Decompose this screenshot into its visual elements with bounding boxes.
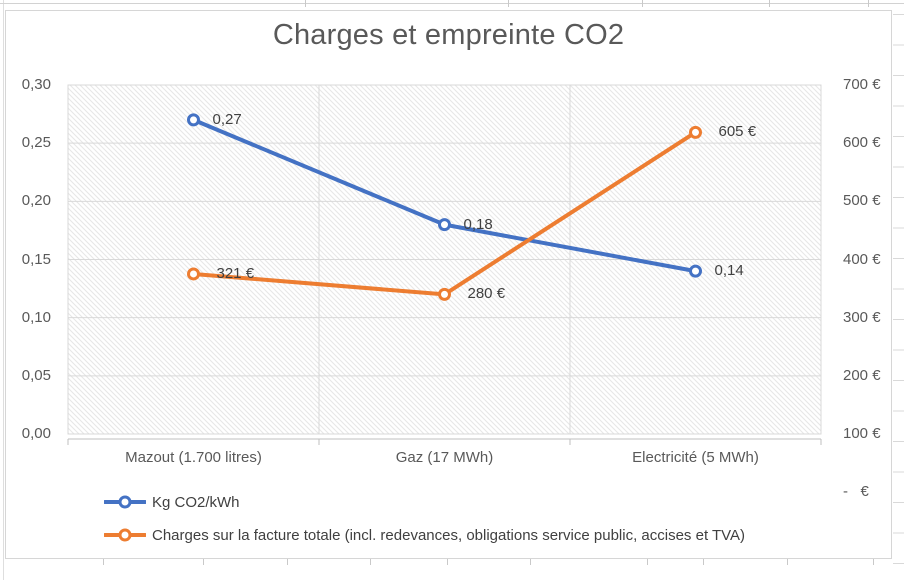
spreadsheet-cell-border	[647, 559, 648, 565]
right-axis-tick-label: 500 €	[843, 192, 881, 210]
legend-marker-icon	[104, 528, 146, 542]
data-label: 280 €	[467, 285, 506, 303]
chart-object[interactable]: Charges et empreinte CO2 0,30 0,25 0,20 0,1…	[5, 10, 892, 559]
spreadsheet-column-border	[3, 0, 4, 580]
right-axis-tick-label: 600 €	[843, 134, 881, 152]
data-label: 605 €	[718, 123, 757, 141]
spreadsheet-row-border	[0, 3, 904, 4]
data-point-marker	[689, 264, 702, 278]
left-axis-tick-label: 0,30	[21, 76, 51, 93]
data-point-marker	[187, 113, 200, 127]
legend-label: Charges sur la facture totale (incl. red…	[152, 526, 746, 544]
spreadsheet-cell-border	[370, 559, 371, 565]
data-label: 321 €	[216, 264, 255, 282]
left-axis-tick-label: 0,15	[21, 250, 51, 268]
spreadsheet-cell-border	[203, 559, 204, 565]
spreadsheet-cell-border	[769, 0, 770, 7]
spreadsheet-cell-border	[868, 0, 869, 7]
spreadsheet-cell-border	[787, 559, 788, 565]
data-point-marker	[187, 267, 200, 281]
legend-item-0[interactable]: Kg CO2/kWh	[104, 493, 240, 511]
spreadsheet-row-gridlines	[893, 0, 904, 580]
category-label: Gaz (17 MWh)	[395, 449, 494, 466]
left-axis-tick-label: 0,25	[21, 134, 51, 152]
category-label: Electricité (5 MWh)	[632, 449, 759, 466]
left-axis-tick-label: 0,10	[21, 308, 51, 326]
right-axis-tick-label: - €	[843, 483, 869, 501]
data-label: 0,27	[212, 110, 242, 128]
right-axis-tick-label: 200 €	[843, 366, 881, 384]
spreadsheet-cell-border	[508, 0, 509, 7]
legend-item-1[interactable]: Charges sur la facture totale (incl. red…	[104, 526, 746, 544]
spreadsheet-cell-border	[103, 559, 104, 565]
data-label: 0,18	[463, 215, 493, 233]
plot-area[interactable]	[6, 11, 893, 560]
spreadsheet-cell-border	[873, 559, 874, 565]
legend-label: Kg CO2/kWh	[152, 493, 240, 511]
data-point-marker	[689, 125, 702, 139]
spreadsheet-cell-border	[447, 559, 448, 565]
right-axis-tick-label: 100 €	[843, 425, 881, 442]
category-label: Mazout (1.700 litres)	[125, 449, 262, 466]
spreadsheet-cell-border	[305, 0, 306, 7]
right-axis-tick-label: 300 €	[843, 308, 881, 326]
left-axis-tick-label: 0,20	[21, 192, 51, 210]
data-point-marker	[438, 287, 451, 301]
data-label: 0,14	[714, 262, 744, 280]
left-axis-tick-label: 0,00	[21, 425, 51, 442]
chart-title[interactable]: Charges et empreinte CO2	[272, 19, 625, 51]
spreadsheet-cell-border	[703, 559, 704, 565]
left-axis-tick-label: 0,05	[21, 366, 51, 384]
spreadsheet-cell-border	[530, 559, 531, 565]
data-point-marker	[438, 218, 451, 232]
right-axis-tick-label: 700 €	[843, 76, 881, 93]
spreadsheet-cell-border	[642, 0, 643, 7]
legend-marker-icon	[104, 495, 146, 509]
spreadsheet-cell-border	[287, 559, 288, 565]
right-axis-tick-label: 400 €	[843, 250, 881, 268]
